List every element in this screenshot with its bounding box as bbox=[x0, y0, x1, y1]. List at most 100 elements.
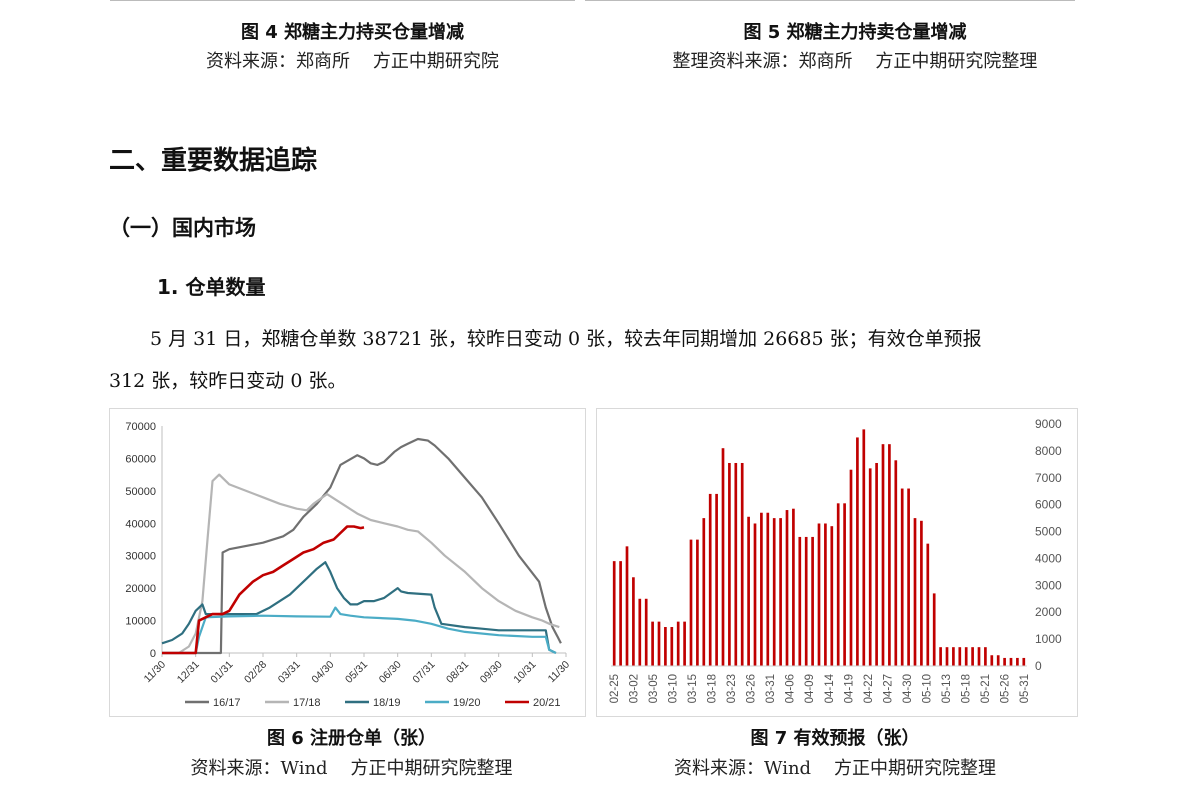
figure4-source: 资料来源：郑商所 方正中期研究院 bbox=[206, 51, 499, 72]
bar bbox=[843, 503, 846, 666]
x-tick-label: 05-13 bbox=[941, 674, 953, 703]
bar bbox=[632, 577, 635, 666]
figure5-source: 整理资料来源：郑商所 方正中期研究院整理 bbox=[672, 51, 1038, 72]
bar bbox=[958, 647, 962, 666]
x-tick-label: 04-14 bbox=[824, 673, 836, 703]
x-tick-label: 03-10 bbox=[668, 674, 680, 703]
bar bbox=[939, 647, 942, 666]
bar bbox=[913, 518, 917, 666]
bar bbox=[984, 647, 987, 666]
x-tick-label: 05-21 bbox=[980, 674, 992, 703]
top-left-chart-edge bbox=[110, 0, 575, 1]
bar bbox=[932, 593, 936, 666]
x-tick-label: 03-18 bbox=[707, 674, 719, 703]
bar bbox=[683, 621, 686, 666]
figure5-caption: 图 5 郑糖主力持卖仓量增减 bbox=[743, 22, 967, 43]
bar bbox=[804, 536, 808, 666]
x-tick-label: 04/30 bbox=[309, 659, 336, 686]
bar bbox=[920, 520, 923, 666]
x-tick-label: 11/30 bbox=[142, 659, 169, 686]
bar bbox=[1003, 657, 1006, 666]
legend-label: 19/20 bbox=[453, 697, 481, 709]
x-tick-label: 05-18 bbox=[960, 674, 972, 703]
x-tick-label: 03-31 bbox=[765, 674, 777, 703]
bar bbox=[1016, 657, 1019, 666]
y-tick-label: 5000 bbox=[1035, 525, 1062, 539]
bar bbox=[952, 647, 955, 666]
bar bbox=[708, 493, 712, 666]
bar bbox=[900, 488, 904, 666]
x-tick-label: 04-27 bbox=[882, 674, 894, 703]
x-tick-label: 12/31 bbox=[175, 659, 202, 686]
x-tick-label: 03-23 bbox=[726, 674, 738, 703]
y-tick-label: 9000 bbox=[1035, 417, 1062, 431]
x-tick-label: 04-30 bbox=[902, 674, 914, 703]
bar bbox=[670, 627, 674, 666]
bar bbox=[894, 460, 898, 666]
y-tick-label: 8000 bbox=[1035, 444, 1062, 458]
item-heading: 1. 仓单数量 bbox=[157, 275, 266, 299]
y-tick-label: 0 bbox=[150, 648, 156, 660]
bar bbox=[792, 508, 795, 666]
bar bbox=[721, 448, 725, 666]
bar bbox=[964, 647, 968, 666]
bar bbox=[753, 523, 757, 666]
bar bbox=[772, 518, 776, 666]
valid-forecast-chart: 0 1000 2000 3000 4000 5000 6000 7000 8000 9000 02-… bbox=[596, 408, 1078, 717]
bar bbox=[862, 429, 866, 666]
series-line-18-19 bbox=[161, 561, 557, 654]
x-tick-label: 05/31 bbox=[343, 659, 370, 686]
bar bbox=[888, 444, 891, 666]
y-tick-label: 7000 bbox=[1035, 471, 1062, 485]
x-tick-label: 03-26 bbox=[746, 674, 758, 703]
x-tick-label: 10/31 bbox=[511, 659, 538, 686]
y-tick-label: 30000 bbox=[125, 551, 156, 563]
bar bbox=[740, 462, 744, 666]
figure6-source: 资料来源：Wind 方正中期研究院整理 bbox=[190, 758, 513, 779]
bar bbox=[907, 488, 910, 666]
bar bbox=[644, 598, 648, 666]
x-tick-label: 03-15 bbox=[687, 674, 699, 703]
bar bbox=[664, 627, 667, 666]
bar-chart-svg: 0 1000 2000 3000 4000 5000 6000 7000 8000 9000 02-… bbox=[609, 417, 1062, 703]
y-tick-label: 2000 bbox=[1035, 605, 1062, 619]
x-tick-label: 04-09 bbox=[804, 674, 816, 703]
bar bbox=[1022, 657, 1026, 666]
bar bbox=[747, 516, 750, 666]
bar bbox=[971, 647, 974, 666]
bar bbox=[785, 510, 789, 666]
y-tick-label: 4000 bbox=[1035, 551, 1062, 565]
y-tick-label: 3000 bbox=[1035, 578, 1062, 592]
bar bbox=[779, 518, 782, 666]
x-tick-label: 03-02 bbox=[629, 674, 641, 703]
bar bbox=[881, 444, 885, 666]
bar bbox=[945, 647, 949, 666]
bar bbox=[811, 536, 814, 666]
bar bbox=[676, 621, 680, 666]
figure6-caption: 图 6 注册仓单（张） bbox=[266, 728, 437, 749]
x-tick-label: 05-26 bbox=[999, 674, 1011, 703]
bar bbox=[830, 526, 834, 666]
bar bbox=[696, 539, 699, 666]
bar bbox=[836, 503, 840, 666]
bar bbox=[926, 543, 930, 666]
y-tick-label: 20000 bbox=[125, 583, 156, 595]
bar bbox=[856, 437, 859, 666]
bar bbox=[728, 462, 731, 666]
figure4-caption: 图 4 郑糖主力持买仓量增减 bbox=[240, 22, 465, 43]
x-tick-label: 02/28 bbox=[242, 659, 269, 686]
series-line-19-20 bbox=[162, 606, 557, 655]
paragraph-line-1: 5 月 31 日，郑糖仓单数 38721 张，较昨日变动 0 张，较去年同期增加… bbox=[150, 328, 982, 350]
bar bbox=[798, 536, 802, 666]
x-tick-label: 06/30 bbox=[377, 659, 404, 686]
y-tick-label: 0 bbox=[1035, 659, 1042, 673]
bar bbox=[612, 561, 616, 666]
bar bbox=[625, 546, 629, 666]
legend-label: 18/19 bbox=[373, 697, 401, 709]
bar bbox=[689, 539, 693, 666]
y-tick-label: 40000 bbox=[125, 518, 156, 530]
x-tick-label: 07/31 bbox=[410, 659, 437, 686]
paragraph-line-2: 312 张，较昨日变动 0 张。 bbox=[109, 370, 347, 392]
bar bbox=[868, 468, 872, 666]
y-tick-label: 6000 bbox=[1035, 498, 1062, 512]
